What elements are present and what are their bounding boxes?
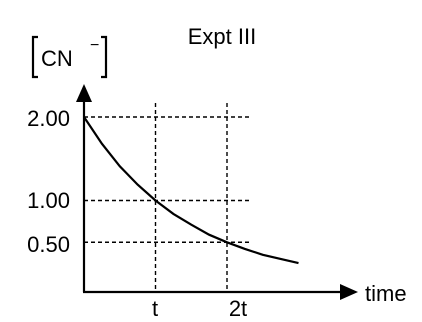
y-label-charge: − bbox=[90, 37, 99, 54]
concentration-decay-curve bbox=[83, 116, 299, 265]
axes bbox=[76, 84, 358, 300]
gridlines bbox=[84, 103, 252, 292]
x-tick-label-t: t bbox=[152, 296, 158, 321]
y-label-text: CN bbox=[41, 46, 73, 71]
y-tick-label-1.00: 1.00 bbox=[27, 188, 70, 213]
y-axis-arrowhead bbox=[76, 84, 92, 102]
y-tick-label-2.00: 2.00 bbox=[27, 106, 70, 131]
y-label-left-bracket bbox=[31, 35, 38, 79]
y-tick-label-0.50: 0.50 bbox=[27, 232, 70, 257]
x-tick-label-2t: 2t bbox=[229, 296, 247, 321]
x-axis-label: time bbox=[365, 281, 407, 306]
y-label-right-bracket bbox=[101, 35, 108, 79]
x-axis-arrowhead bbox=[340, 284, 358, 300]
chart-title: Expt III bbox=[188, 24, 256, 49]
y-axis-label: CN − bbox=[31, 35, 108, 79]
